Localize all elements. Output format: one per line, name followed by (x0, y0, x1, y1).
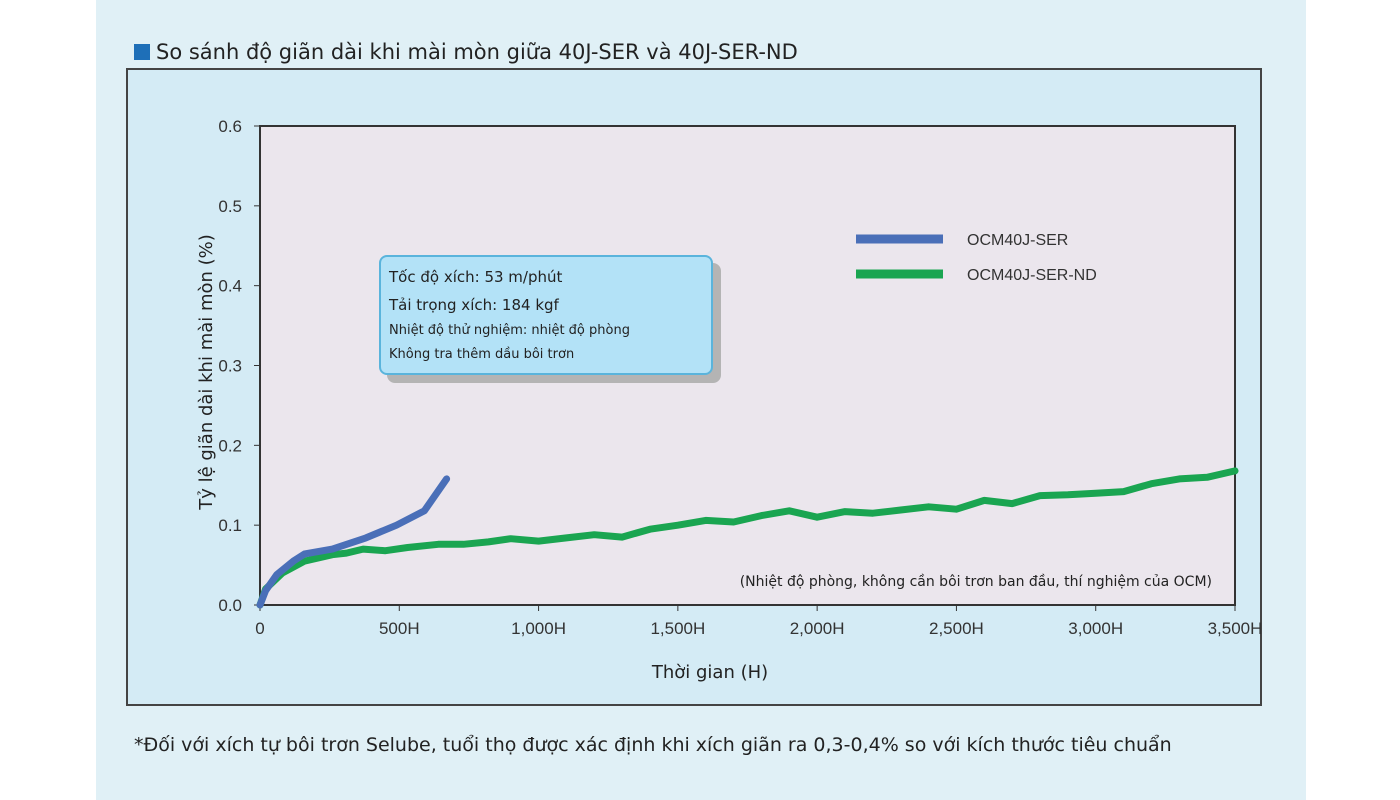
x-tick-label: 1,000H (511, 619, 566, 638)
chart-annotation: (Nhiệt độ phòng, không cần bôi trơn ban … (740, 574, 1212, 590)
x-tick-label: 2,000H (790, 619, 845, 638)
y-tick-label: 0.0 (218, 596, 242, 615)
test-condition-speed: Tốc độ xích: 53 m/phút (389, 268, 563, 286)
footnote: *Đối với xích tự bôi trơn Selube, tuổi t… (134, 734, 1172, 756)
x-tick-label: 500H (379, 619, 420, 638)
y-tick-label: 0.6 (218, 117, 242, 136)
x-tick-label: 1,500H (650, 619, 705, 638)
legend-label-ocm40j-ser-nd: OCM40J-SER-ND (967, 267, 1097, 284)
x-tick-label: 3,500H (1208, 619, 1263, 638)
test-condition-lubrication: Không tra thêm dầu bôi trơn (389, 347, 575, 362)
heading-square-icon (134, 44, 150, 60)
section-heading: So sánh độ giãn dài khi mài mòn giữa 40J… (134, 38, 798, 66)
y-tick-label: 0.1 (218, 516, 242, 535)
y-tick-label: 0.3 (218, 357, 242, 376)
y-tick-label: 0.5 (218, 197, 242, 216)
y-tick-label: 0.4 (218, 277, 242, 296)
y-axis-label: Tỷ lệ giãn dài khi mài mòn (%) (196, 234, 217, 511)
test-conditions-box: Tốc độ xích: 53 m/phút Tải trọng xích: 1… (379, 255, 713, 375)
section-title: So sánh độ giãn dài khi mài mòn giữa 40J… (156, 40, 798, 64)
legend-label-ocm40j-ser: OCM40J-SER (967, 232, 1068, 249)
x-tick-label: 3,000H (1068, 619, 1123, 638)
y-tick-label: 0.2 (218, 436, 242, 455)
test-condition-temperature: Nhiệt độ thử nghiệm: nhiệt độ phòng (389, 323, 630, 338)
x-axis-label: Thời gian (H) (651, 662, 768, 683)
x-tick-label: 2,500H (929, 619, 984, 638)
series-line-ocm40j-ser-nd (256, 467, 1239, 609)
test-condition-load: Tải trọng xích: 184 kgf (389, 296, 559, 314)
x-tick-label: 0 (255, 619, 264, 638)
series-line-ocm40j-ser (256, 475, 451, 609)
